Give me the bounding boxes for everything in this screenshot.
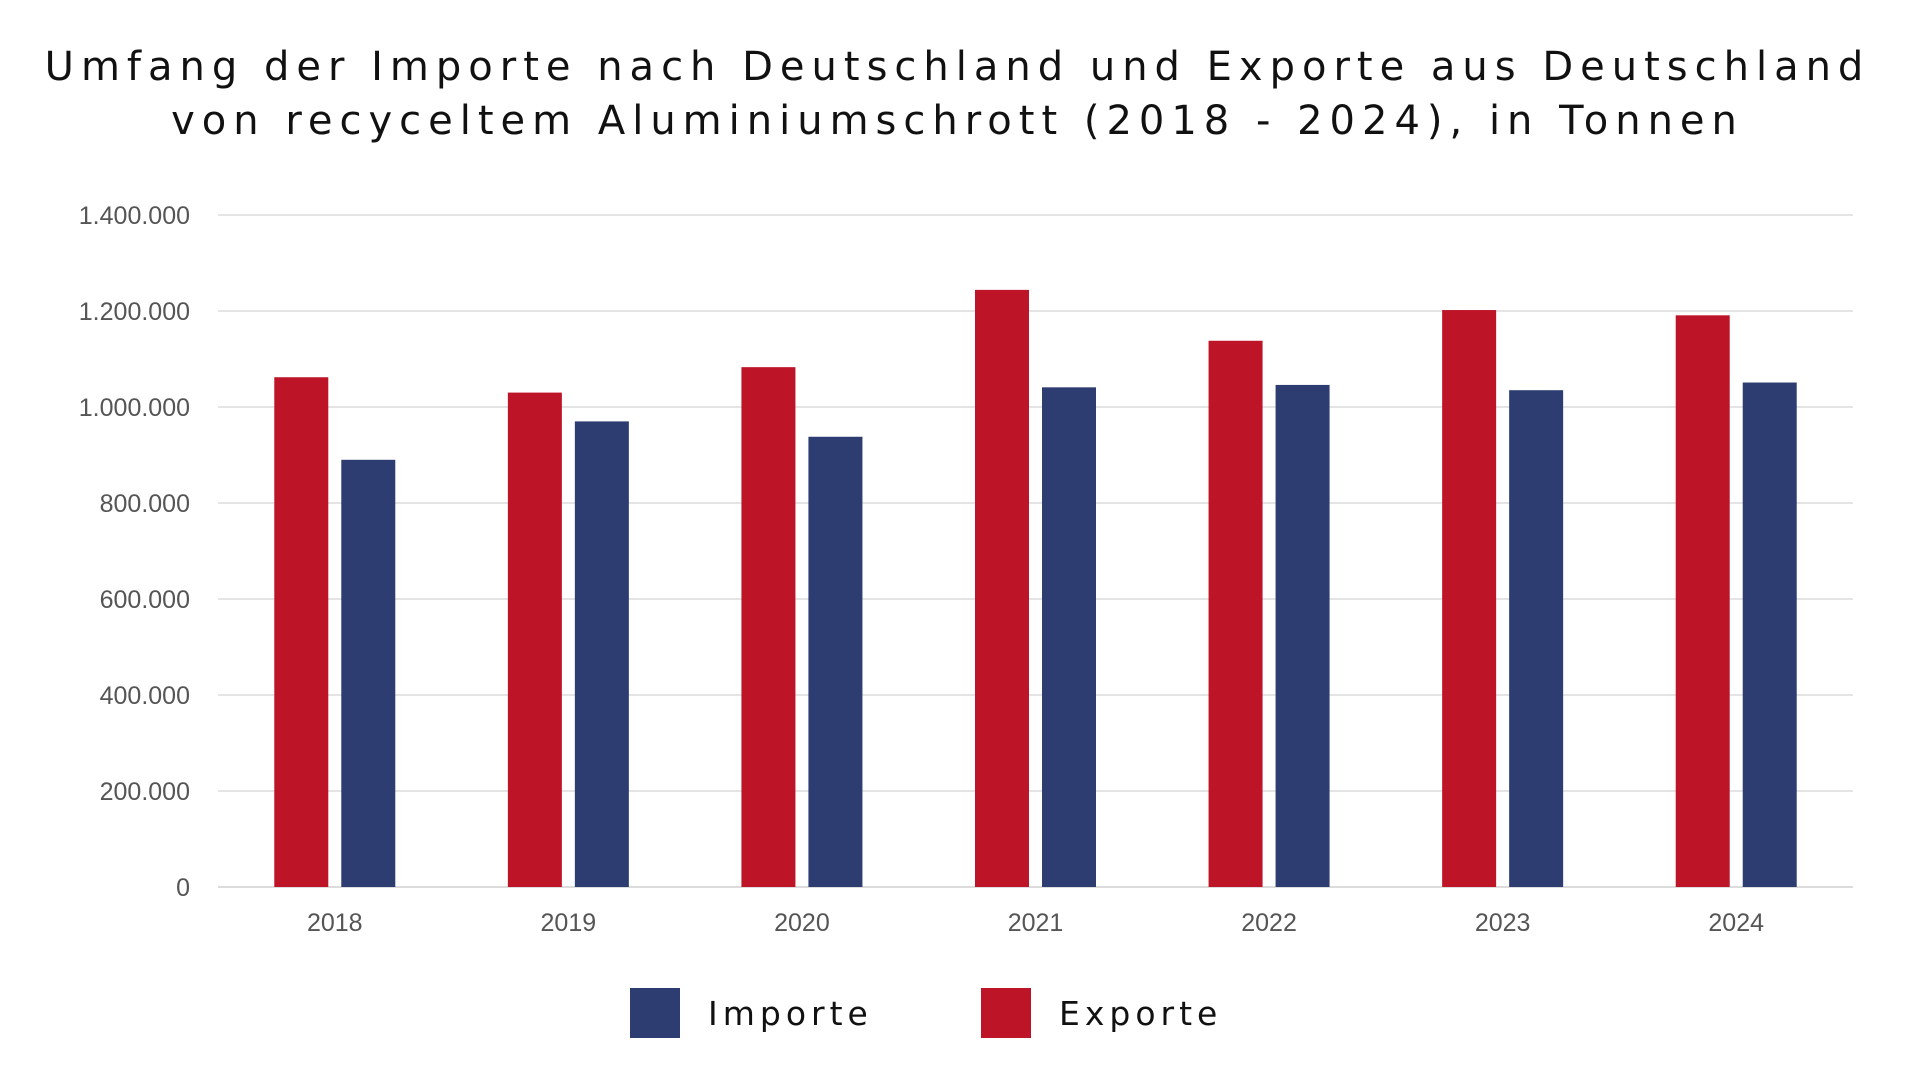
chart-title-line-2: von recyceltem Aluminiumschrott (2018 - …	[171, 98, 1744, 144]
bar-importe-2019	[574, 421, 629, 887]
y-tick-label: 400.000	[100, 682, 190, 710]
x-axis-ticks: 2018 2019 2020 2021 2022 2023 2024	[307, 909, 1764, 937]
bar-exporte-2022	[1208, 340, 1263, 887]
y-tick-label: 200.000	[100, 778, 190, 806]
bar-importe-2024	[1742, 382, 1797, 887]
y-tick-label: 1.200.000	[79, 298, 190, 326]
bar-importe-2018	[341, 459, 396, 887]
bar-exporte-2023	[1442, 310, 1497, 887]
bar-exporte-2018	[274, 377, 329, 887]
bar-importe-2021	[1042, 387, 1096, 887]
x-tick-label: 2020	[774, 909, 830, 937]
y-tick-label: 1.000.000	[79, 394, 190, 422]
legend-swatch-importe	[630, 988, 680, 1038]
x-tick-label: 2021	[1008, 909, 1064, 937]
y-tick-label: 1.400.000	[79, 202, 190, 230]
legend-item-exporte: Exporte	[981, 988, 1222, 1038]
bar-exporte-2019	[507, 392, 562, 887]
chart-title-line-1: Umfang der Importe nach Deutschland und …	[44, 44, 1871, 90]
bar-importe-2023	[1509, 390, 1564, 887]
bar-importe-2022	[1275, 384, 1330, 887]
bar-exporte-2020	[741, 367, 796, 887]
chart-title: Umfang der Importe nach Deutschland und …	[0, 40, 1915, 148]
y-tick-label: 0	[176, 874, 190, 902]
x-tick-label: 2018	[307, 909, 363, 937]
bar-chart: 0 200.000 400.000 600.000 800.000 1.000.000 1.…	[79, 202, 1853, 937]
y-tick-label: 800.000	[100, 490, 190, 518]
chart-legend: Importe Exporte	[0, 988, 1915, 1048]
x-tick-label: 2023	[1475, 909, 1531, 937]
bar-exporte-2024	[1675, 315, 1730, 887]
y-axis-ticks: 0 200.000 400.000 600.000 800.000 1.000.000 1.…	[79, 202, 190, 902]
bars	[274, 289, 1797, 887]
grid-lines	[218, 214, 1853, 888]
legend-swatch-exporte	[981, 988, 1031, 1038]
y-tick-label: 600.000	[100, 586, 190, 614]
x-tick-label: 2022	[1241, 909, 1297, 937]
legend-item-importe: Importe	[630, 988, 873, 1038]
bar-exporte-2021	[975, 289, 1029, 887]
x-tick-label: 2019	[541, 909, 597, 937]
legend-label-importe: Importe	[708, 993, 873, 1033]
bar-importe-2020	[808, 436, 863, 887]
legend-label-exporte: Exporte	[1059, 993, 1223, 1033]
x-tick-label: 2024	[1708, 909, 1764, 937]
